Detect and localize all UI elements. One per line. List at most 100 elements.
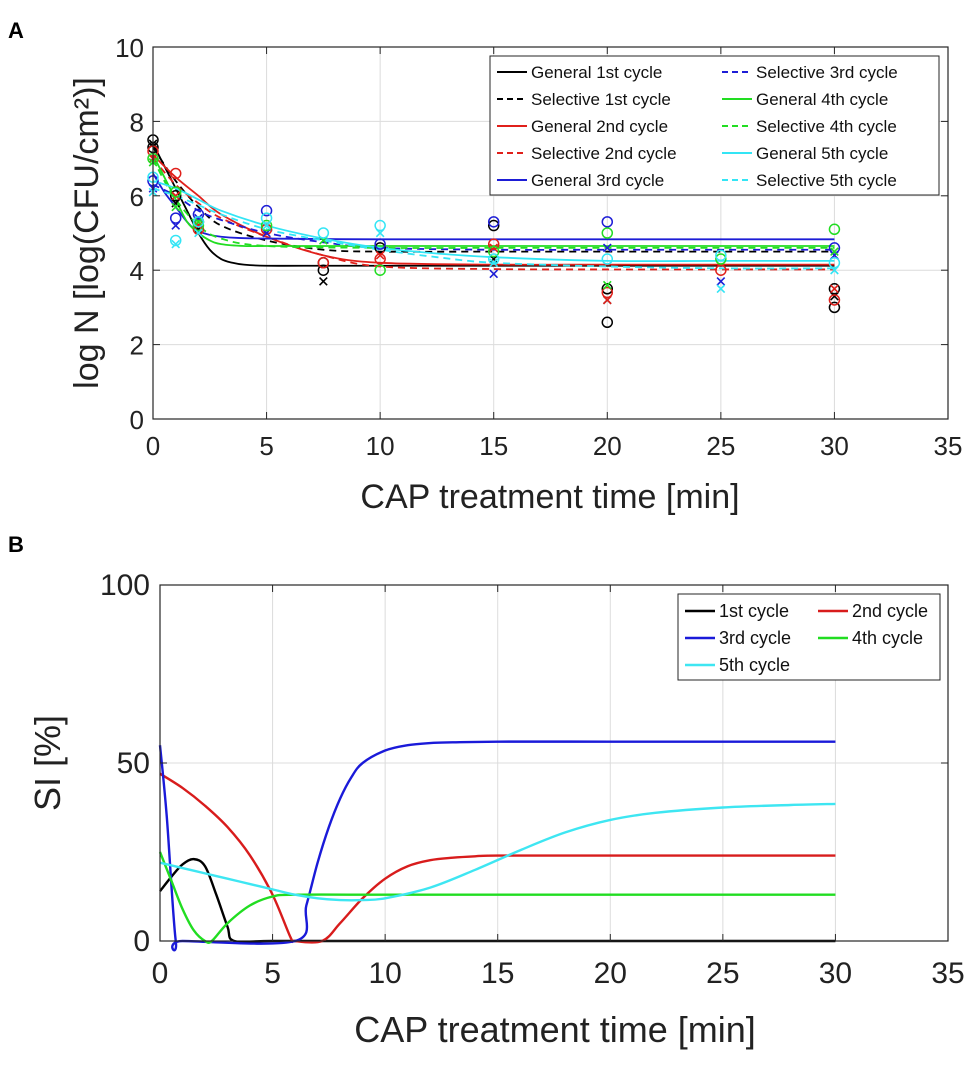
panel-a-tick-label-y: 6 [130,182,144,212]
data-point-general-3rd-cycle [169,212,182,224]
cross-stroke [830,247,839,256]
panel-b-tick-label-x: 30 [819,957,852,990]
data-point-general-2nd-cycle [487,238,500,250]
legend-label-selective-3rd-cycle: Selective 3rd cycle [756,63,898,82]
data-point-selective-2nd-cycle [489,243,499,253]
panel-a-tick-label-y: 2 [130,331,144,361]
panel-b-ticks: 0 5 10 15 20 25 30 35 0 50 100 [100,569,965,990]
panel-a-tick-label-x: 0 [146,431,160,461]
data-point-general-1st-cycle [317,264,330,276]
data-point-general-5th-cycle [828,257,841,269]
panel-b-tick-label-x: 20 [594,957,627,990]
data-point-general-5th-cycle [487,253,500,265]
fit-line-general-5th-cycle [152,180,835,263]
fit-line-selective-5th-cycle [152,187,835,270]
cross-stroke [716,284,726,294]
panel-b-legend-box [677,593,941,681]
cross-stroke [194,221,203,230]
panel-a-label: A [8,18,24,43]
panel-b-tick-label-y: 100 [100,569,150,602]
fit-line-general-2nd-cycle [152,154,835,266]
data-point-general-3rd-cycle [374,238,386,250]
data-point-general-2nd-cycle [169,167,182,180]
panel-b-tick-label-x: 10 [368,957,401,990]
cross-stroke [830,291,839,301]
data-point-general-4th-cycle [260,219,273,232]
data-point-general-1st-cycle [374,242,386,254]
data-point-general-3rd-cycle [828,242,841,254]
data-point-general-3rd-cycle [260,204,273,217]
cross-stroke [194,228,203,238]
si-line-4th-cycle [158,851,836,944]
panel-a-xlabel: CAP treatment time [min] [360,478,739,516]
cross-stroke [375,250,385,260]
panel-a-tick-label-y: 0 [130,405,144,435]
fit-line-general-4th-cycle [152,154,835,248]
cross-stroke [171,221,181,230]
panel-a-ticks: 0 5 10 15 20 25 30 35 0 2 4 6 8 10 [115,33,962,461]
panel-a-tick-label-y: 8 [130,107,144,137]
si-line-2nd-cycle [159,772,836,944]
fit-line-selective-2nd-cycle [152,158,835,271]
cross-stroke [375,228,385,238]
panel-b-lines [158,740,836,952]
cross-stroke [830,265,839,275]
data-point-general-5th-cycle [260,212,273,224]
data-point-general-4th-cycle [374,264,386,276]
data-point-selective-2nd-cycle [194,221,203,230]
panel-a-tick-label-x: 25 [706,431,735,461]
data-point-general-5th-cycle [374,219,386,232]
data-point-general-5th-cycle [317,227,330,239]
cross-stroke [602,243,612,253]
data-point-general-5th-cycle [601,253,614,265]
panel-a-tick-label-x: 20 [593,431,622,461]
data-point-general-4th-cycle [487,245,500,258]
data-point-selective-4th-cycle [602,280,612,290]
data-point-selective-3rd-cycle [489,269,499,279]
cross-stroke [602,295,612,305]
data-point-selective-1st-cycle [318,276,328,286]
data-point-selective-3rd-cycle [716,276,726,286]
panel-b-tick-label-x: 0 [152,957,169,990]
fit-line-selective-1st-cycle [152,146,835,253]
cross-stroke [171,198,181,208]
data-point-general-4th-cycle [715,253,727,265]
cross-stroke [602,280,612,290]
data-point-general-1st-cycle [828,301,841,314]
data-point-selective-1st-cycle [171,198,181,208]
panel-a-legend-box [489,55,940,196]
panel-b-label: B [8,532,24,557]
data-point-selective-4th-cycle [171,202,181,212]
legend-label-selective-2nd-cycle: Selective 2nd cycle [531,144,677,163]
cross-stroke [171,191,181,201]
si-line-3rd-cycle [158,740,836,952]
panel-a-tick-label-x: 15 [479,431,508,461]
cross-stroke [318,276,328,286]
data-point-general-1st-cycle [601,283,614,295]
data-point-general-3rd-cycle [487,216,500,228]
cross-stroke [716,276,726,286]
data-point-general-2nd-cycle [828,294,841,306]
panel-b-tick-label-x: 35 [931,957,964,990]
legend-label-general-2nd-cycle: General 2nd cycle [531,117,668,136]
legend-label-5th-cycle: 5th cycle [719,655,790,675]
panel-a-ylabel: log N [log(CFU/cm²)] [68,77,106,389]
cross-stroke [489,243,499,253]
panel-a-tick-label-y: 10 [115,33,144,63]
data-point-selective-4th-cycle [194,217,203,227]
panel-a-tick-label-x: 5 [259,431,273,461]
si-line-5th-cycle [159,802,836,902]
legend-label-general-1st-cycle: General 1st cycle [531,63,662,82]
fit-line-selective-4th-cycle [152,158,835,249]
legend-label-selective-1st-cycle: Selective 1st cycle [531,90,671,109]
cross-stroke [489,269,499,279]
data-point-general-1st-cycle [828,283,841,295]
legend-label-selective-4th-cycle: Selective 4th cycle [756,117,897,136]
legend-label-general-3rd-cycle: General 3rd cycle [531,171,664,190]
data-point-selective-4th-cycle [830,247,839,256]
legend-label-selective-5th-cycle: Selective 5th cycle [756,171,897,190]
panel-a-legend: General 1st cycle Selective 1st cycle Gene… [489,55,940,196]
panel-b-tick-label-y: 50 [117,747,150,780]
data-point-general-2nd-cycle [192,223,205,236]
data-point-general-2nd-cycle [715,264,727,276]
